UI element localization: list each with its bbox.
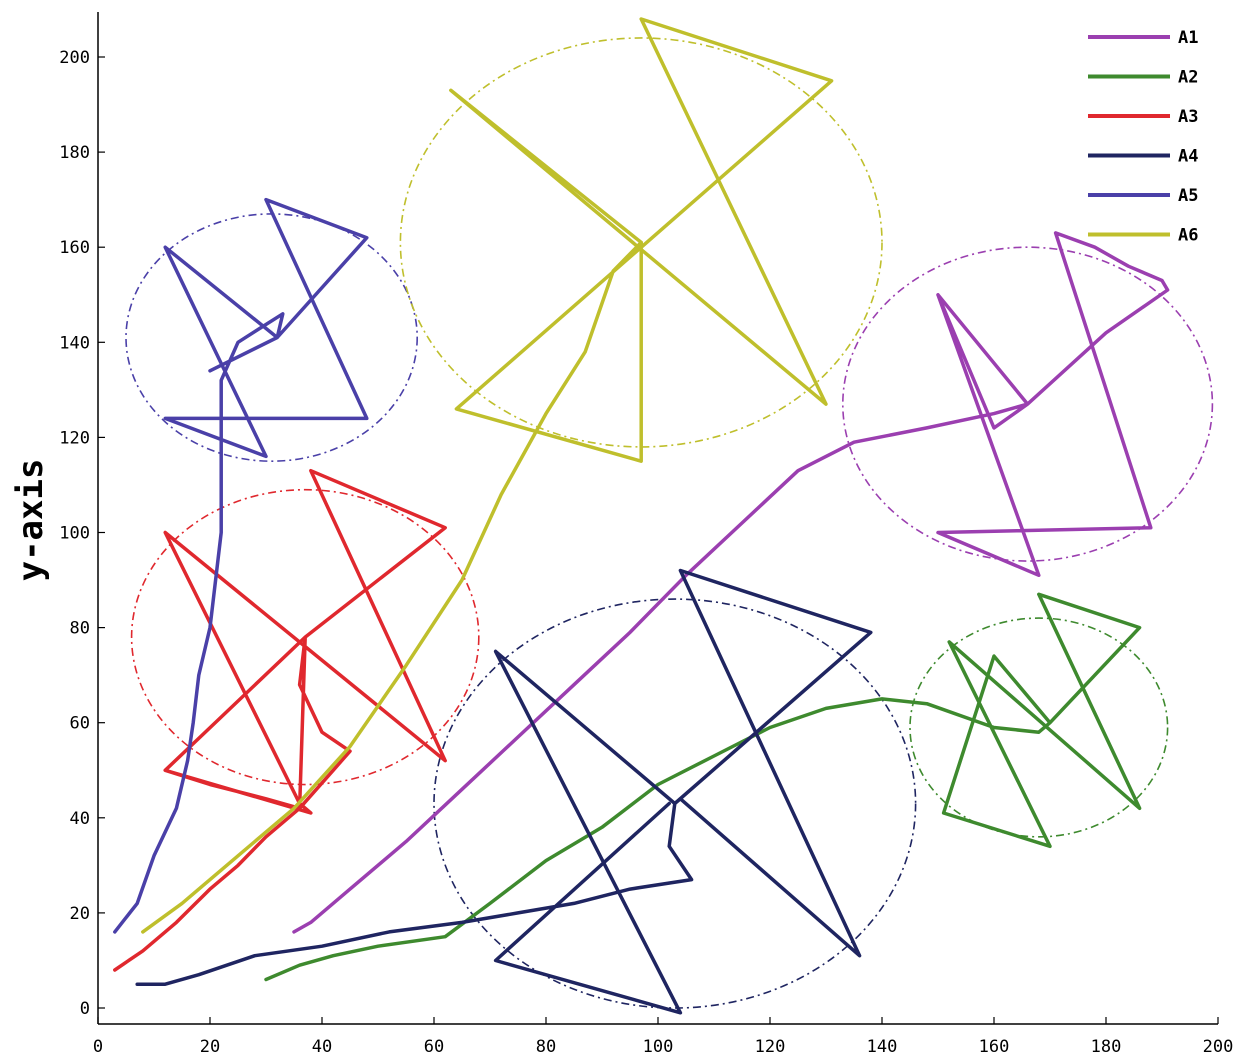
x-tick-label: 100 (643, 1037, 674, 1057)
legend-label-a1: A1 (1178, 28, 1198, 48)
x-tick-label: 160 (979, 1037, 1010, 1057)
y-tick-label: 60 (70, 714, 90, 734)
y-axis-ticks: 0 20 40 60 80 100 120 140 160 180 200 (59, 48, 105, 1019)
x-tick-label: 200 (1203, 1037, 1234, 1057)
x-tick-label: 140 (867, 1037, 898, 1057)
y-axis-title: y-axis (11, 459, 51, 582)
legend: A1 A2 A3 A4 A5 A6 (1088, 28, 1198, 246)
series-line-a6 (141, 17, 834, 934)
x-tick-label: 20 (200, 1037, 220, 1057)
y-tick-label: 160 (59, 238, 90, 258)
region-circle-a6 (399, 37, 883, 448)
x-tick-label: 80 (536, 1037, 556, 1057)
series-lines (113, 17, 1170, 1015)
legend-label-a2: A2 (1178, 68, 1198, 88)
legend-label-a3: A3 (1178, 107, 1198, 127)
y-tick-label: 0 (80, 999, 90, 1019)
y-tick-label: 140 (59, 333, 90, 353)
region-circle-a4 (433, 598, 917, 1009)
x-tick-label: 120 (755, 1037, 786, 1057)
series-line-a4 (135, 568, 873, 1015)
region-circle-a3 (130, 488, 480, 786)
series-line-a5 (113, 197, 369, 934)
legend-label-a6: A6 (1178, 226, 1198, 246)
x-tick-label: 0 (93, 1037, 103, 1057)
y-tick-label: 20 (70, 904, 90, 924)
y-tick-label: 200 (59, 48, 90, 68)
series-line-a3 (113, 468, 447, 972)
legend-label-a5: A5 (1178, 186, 1198, 206)
x-tick-label: 180 (1091, 1037, 1122, 1057)
region-circle-a1 (841, 246, 1214, 562)
y-tick-label: 120 (59, 428, 90, 448)
y-tick-label: 40 (70, 809, 90, 829)
series-line-a2 (264, 592, 1142, 982)
y-tick-label: 180 (59, 143, 90, 163)
legend-label-a4: A4 (1178, 147, 1198, 167)
x-tick-label: 40 (312, 1037, 332, 1057)
x-axis-ticks: 0 20 40 60 80 100 120 140 160 180 200 (93, 1017, 1233, 1057)
y-tick-label: 80 (70, 619, 90, 639)
x-tick-label: 60 (424, 1037, 444, 1057)
series-line-a1 (292, 231, 1170, 934)
y-tick-label: 100 (59, 524, 90, 544)
region-circle-a2 (909, 617, 1169, 838)
region-circles (125, 37, 1214, 1009)
